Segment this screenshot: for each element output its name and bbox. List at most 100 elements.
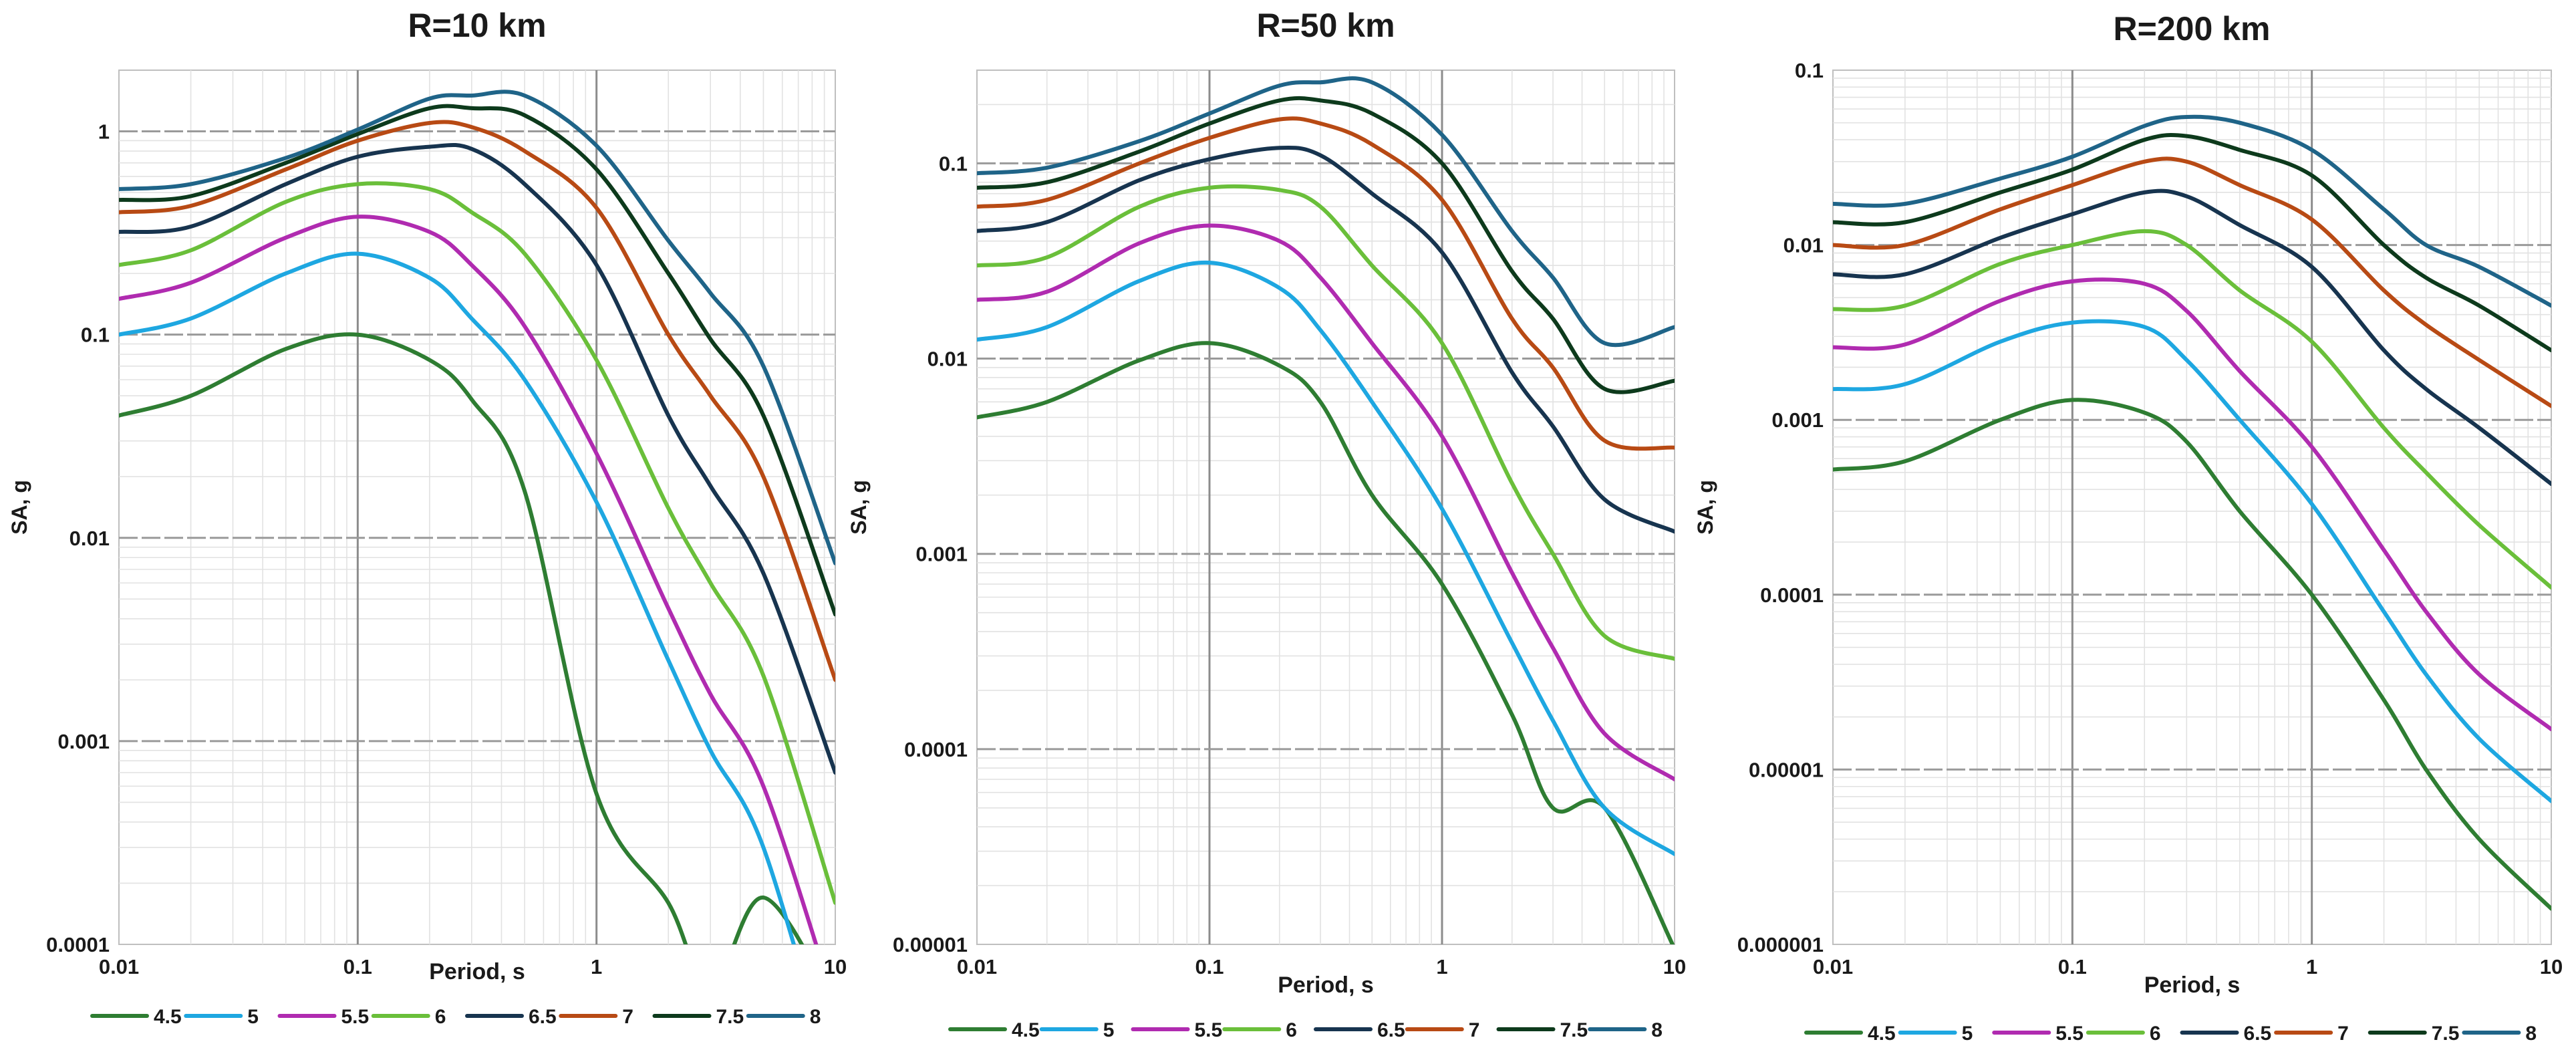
legend-item: 6.5 [1314, 1019, 1405, 1041]
plot-area [118, 70, 836, 945]
legend-item: 5.5 [1131, 1019, 1223, 1041]
y-tick-label: 0.01 [927, 348, 968, 371]
legend-label: 7.5 [1560, 1019, 1588, 1041]
y-tick-label: 0.01 [69, 527, 110, 550]
series-line-m5 [1833, 319, 2551, 803]
series-line-m6.5 [977, 145, 1675, 534]
legend: 4.5 5 5.5 6 6.5 7 7.5 8 [1804, 1023, 2537, 1045]
series-line-m7.5 [1833, 133, 2551, 353]
chart-3: R=200 km 0.000001 0.00001 0.0001 0.001 0.01 0.… [1693, 10, 2563, 1045]
legend-item: 7.5 [2368, 1023, 2459, 1045]
y-tick-label: 0.1 [81, 323, 110, 347]
legend-label: 8 [810, 1006, 821, 1028]
legend-item: 5 [1898, 1023, 1973, 1045]
legend-item: 5.5 [277, 1006, 369, 1028]
series-group [977, 76, 1675, 944]
y-tick-label: 0.001 [915, 543, 968, 566]
legend-item: 5 [1039, 1019, 1115, 1041]
legend-label: 5 [1103, 1019, 1115, 1041]
series-line-m7.5 [977, 96, 1675, 394]
legend: 4.5 5 5.5 6 6.5 7 7.5 8 [948, 1019, 1663, 1041]
chart-title: R=50 km [1256, 7, 1395, 44]
series-line-m8 [977, 76, 1675, 348]
x-tick-label: 10 [1663, 955, 1686, 978]
legend-label: 6.5 [529, 1006, 557, 1028]
x-tick-label: 0.01 [99, 955, 139, 978]
series-line-m8 [119, 90, 835, 565]
legend-item: 7 [2274, 1023, 2349, 1045]
legend-label: 4.5 [154, 1006, 182, 1028]
series-line-m6 [119, 181, 835, 905]
series-line-m5.5 [977, 223, 1675, 782]
legend-label: 7 [622, 1006, 633, 1028]
x-tick-label: 1 [2306, 955, 2317, 978]
legend-item: 7.5 [1496, 1019, 1588, 1041]
chart-title: R=200 km [2114, 10, 2271, 47]
x-tick-label: 0.01 [957, 955, 997, 978]
legend-label: 5 [247, 1006, 259, 1028]
legend-item: 7 [1405, 1019, 1480, 1041]
series-line-m7.5 [119, 104, 835, 617]
legend-label: 5 [1962, 1023, 1973, 1045]
series-line-m6 [1833, 229, 2551, 589]
y-axis-label: SA, g [7, 480, 31, 535]
y-axis-label: SA, g [1693, 480, 1717, 535]
x-tick-label: 0.1 [2058, 955, 2087, 978]
series-group [119, 90, 835, 944]
y-tick-label: 0.00001 [893, 933, 968, 956]
series-line-m4.5 [1833, 398, 2551, 911]
x-axis-label: Period, s [429, 959, 525, 984]
series-line-m7 [977, 116, 1675, 451]
y-tick-label: 0.0001 [904, 738, 968, 761]
series-line-m6 [977, 184, 1675, 661]
series-line-m4.5 [119, 332, 805, 944]
legend-item: 6 [2086, 1023, 2161, 1045]
x-axis-label: Period, s [2144, 972, 2241, 998]
plot-area [1832, 70, 2552, 945]
legend-label: 6.5 [2244, 1023, 2272, 1045]
legend-label: 8 [1651, 1019, 1663, 1041]
series-line-m5 [977, 260, 1675, 856]
y-tick-label: 0.001 [1771, 408, 1824, 432]
legend-label: 6 [2150, 1023, 2161, 1045]
legend-item: 7.5 [652, 1006, 744, 1028]
x-tick-label: 10 [824, 955, 847, 978]
legend-label: 6.5 [1377, 1019, 1405, 1041]
y-tick-label: 0.0001 [46, 933, 110, 956]
chart-1: R=10 km 0.0001 0.001 0.01 0.1 1 0.01 0.1 1 10 SA, … [7, 7, 847, 1028]
legend-label: 4.5 [1868, 1023, 1896, 1045]
y-tick-label: 0.001 [57, 730, 110, 753]
series-line-m8 [1833, 114, 2551, 308]
y-tick-label: 0.1 [939, 152, 968, 175]
legend-label: 7.5 [716, 1006, 744, 1028]
y-tick-label: 0.000001 [1737, 933, 1824, 956]
series-line-m6.5 [119, 142, 835, 775]
legend-label: 7 [1469, 1019, 1480, 1041]
x-tick-label: 0.01 [1813, 955, 1853, 978]
plot-area [976, 70, 1675, 945]
legend: 4.5 5 5.5 6 6.5 7 7.5 8 [90, 1006, 821, 1028]
grid [1833, 70, 2551, 944]
legend-label: 5.5 [1195, 1019, 1223, 1041]
series-line-m4.5 [977, 341, 1675, 944]
y-tick-label: 0.00001 [1749, 758, 1824, 781]
y-tick-label: 0.0001 [1760, 583, 1824, 607]
legend-label: 5.5 [2055, 1023, 2084, 1045]
series-group [1833, 114, 2551, 911]
legend-item: 6.5 [2180, 1023, 2272, 1045]
legend-item: 4.5 [948, 1019, 1040, 1041]
series-line-m7 [119, 120, 835, 682]
y-tick-label: 1 [98, 120, 110, 144]
legend-item: 6 [1222, 1019, 1297, 1041]
chart-title: R=10 km [408, 7, 546, 44]
x-axis-label: Period, s [1278, 972, 1374, 998]
legend-item: 7 [559, 1006, 633, 1028]
x-tick-label: 1 [591, 955, 602, 978]
x-tick-label: 10 [2540, 955, 2563, 978]
legend-item: 6 [371, 1006, 446, 1028]
x-tick-label: 0.1 [343, 955, 372, 978]
legend-item: 8 [746, 1006, 821, 1028]
legend-item: 4.5 [1804, 1023, 1896, 1045]
legend-item: 6.5 [465, 1006, 557, 1028]
